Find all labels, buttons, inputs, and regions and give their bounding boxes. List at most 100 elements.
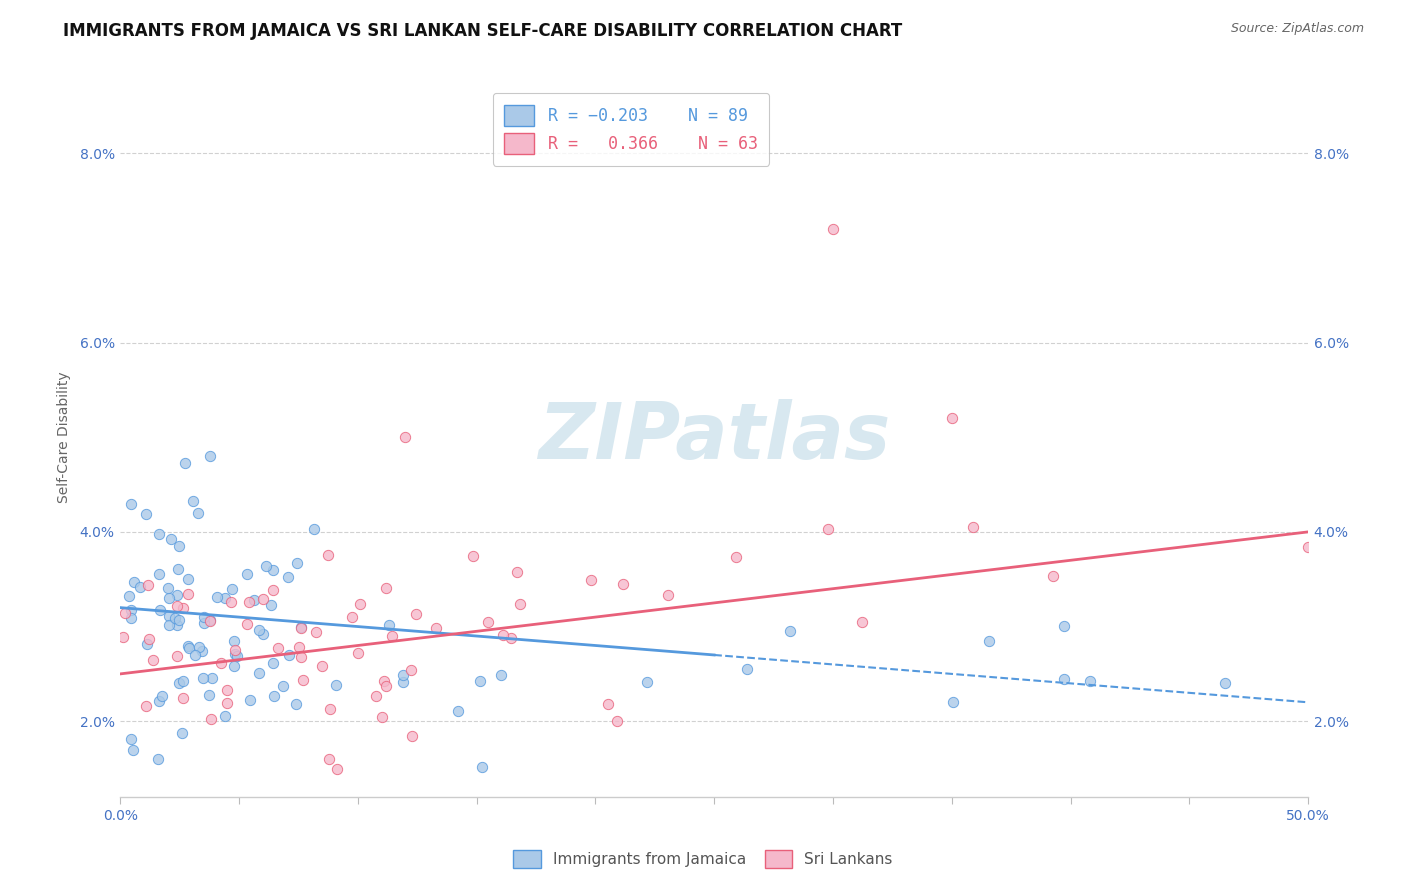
- Point: [252, 592, 274, 607]
- Point: [724, 549, 747, 564]
- Point: [277, 570, 299, 584]
- Text: Source: ZipAtlas.com: Source: ZipAtlas.com: [1230, 22, 1364, 36]
- Point: [193, 671, 215, 685]
- Point: [120, 603, 142, 617]
- Point: [201, 671, 224, 685]
- Point: [205, 590, 228, 604]
- Point: [193, 610, 215, 624]
- Point: [217, 683, 239, 698]
- Point: [122, 742, 145, 756]
- Point: [221, 595, 243, 609]
- Point: [172, 673, 194, 688]
- Point: [166, 599, 188, 613]
- Point: [506, 565, 529, 579]
- Point: [394, 430, 416, 444]
- Point: [209, 656, 232, 670]
- Text: ZIPatlas: ZIPatlas: [538, 400, 890, 475]
- Point: [326, 762, 349, 776]
- Point: [135, 508, 157, 522]
- Point: [489, 668, 512, 682]
- Point: [157, 581, 180, 595]
- Point: [224, 642, 246, 657]
- Point: [606, 714, 628, 728]
- Point: [340, 610, 363, 624]
- Point: [214, 709, 236, 723]
- Point: [271, 680, 294, 694]
- Point: [167, 613, 190, 627]
- Point: [222, 658, 245, 673]
- Point: [325, 678, 347, 692]
- Point: [290, 649, 312, 664]
- Point: [157, 608, 180, 623]
- Point: [371, 710, 394, 724]
- Point: [172, 600, 194, 615]
- Point: [124, 574, 146, 589]
- Point: [200, 712, 222, 726]
- Point: [1078, 673, 1101, 688]
- Point: [174, 456, 197, 470]
- Point: [200, 614, 222, 628]
- Point: [319, 702, 342, 716]
- Point: [177, 640, 200, 654]
- Point: [120, 497, 142, 511]
- Point: [149, 603, 172, 617]
- Point: [187, 506, 209, 520]
- Point: [148, 694, 170, 708]
- Point: [129, 580, 152, 594]
- Point: [214, 591, 236, 606]
- Point: [735, 662, 758, 676]
- Point: [148, 567, 170, 582]
- Point: [477, 615, 499, 629]
- Point: [120, 611, 142, 625]
- Point: [375, 581, 398, 595]
- Point: [262, 562, 284, 576]
- Point: [468, 673, 491, 688]
- Point: [285, 697, 308, 711]
- Point: [378, 617, 401, 632]
- Point: [157, 591, 180, 606]
- Point: [166, 617, 188, 632]
- Point: [150, 689, 173, 703]
- Point: [187, 640, 209, 655]
- Point: [226, 648, 249, 663]
- Point: [405, 607, 427, 621]
- Point: [179, 640, 201, 655]
- Point: [239, 692, 262, 706]
- Point: [198, 688, 221, 702]
- Text: IMMIGRANTS FROM JAMAICA VS SRI LANKAN SELF-CARE DISABILITY CORRELATION CHART: IMMIGRANTS FROM JAMAICA VS SRI LANKAN SE…: [63, 22, 903, 40]
- Point: [111, 630, 134, 644]
- Point: [120, 731, 142, 746]
- Point: [148, 752, 170, 766]
- Point: [159, 532, 181, 546]
- Point: [461, 549, 484, 563]
- Point: [962, 520, 984, 534]
- Point: [193, 615, 215, 630]
- Point: [236, 616, 259, 631]
- Point: [290, 621, 312, 635]
- Point: [1053, 619, 1076, 633]
- Point: [166, 648, 188, 663]
- Point: [821, 222, 844, 236]
- Point: [401, 729, 423, 743]
- Point: [221, 582, 243, 596]
- Point: [167, 676, 190, 690]
- Point: [136, 578, 159, 592]
- Point: [198, 613, 221, 627]
- Point: [287, 640, 309, 654]
- Point: [247, 624, 270, 638]
- Point: [142, 652, 165, 666]
- Point: [177, 572, 200, 586]
- Point: [247, 665, 270, 680]
- Legend: R = −0.203    N = 89, R =   0.366    N = 63: R = −0.203 N = 89, R = 0.366 N = 63: [492, 93, 769, 166]
- Point: [262, 582, 284, 597]
- Point: [177, 586, 200, 600]
- Point: [373, 674, 395, 689]
- Point: [238, 595, 260, 609]
- Point: [254, 559, 277, 574]
- Point: [817, 522, 839, 536]
- Point: [135, 698, 157, 713]
- Point: [447, 704, 470, 718]
- Point: [364, 689, 387, 703]
- Point: [311, 659, 333, 673]
- Point: [262, 656, 284, 670]
